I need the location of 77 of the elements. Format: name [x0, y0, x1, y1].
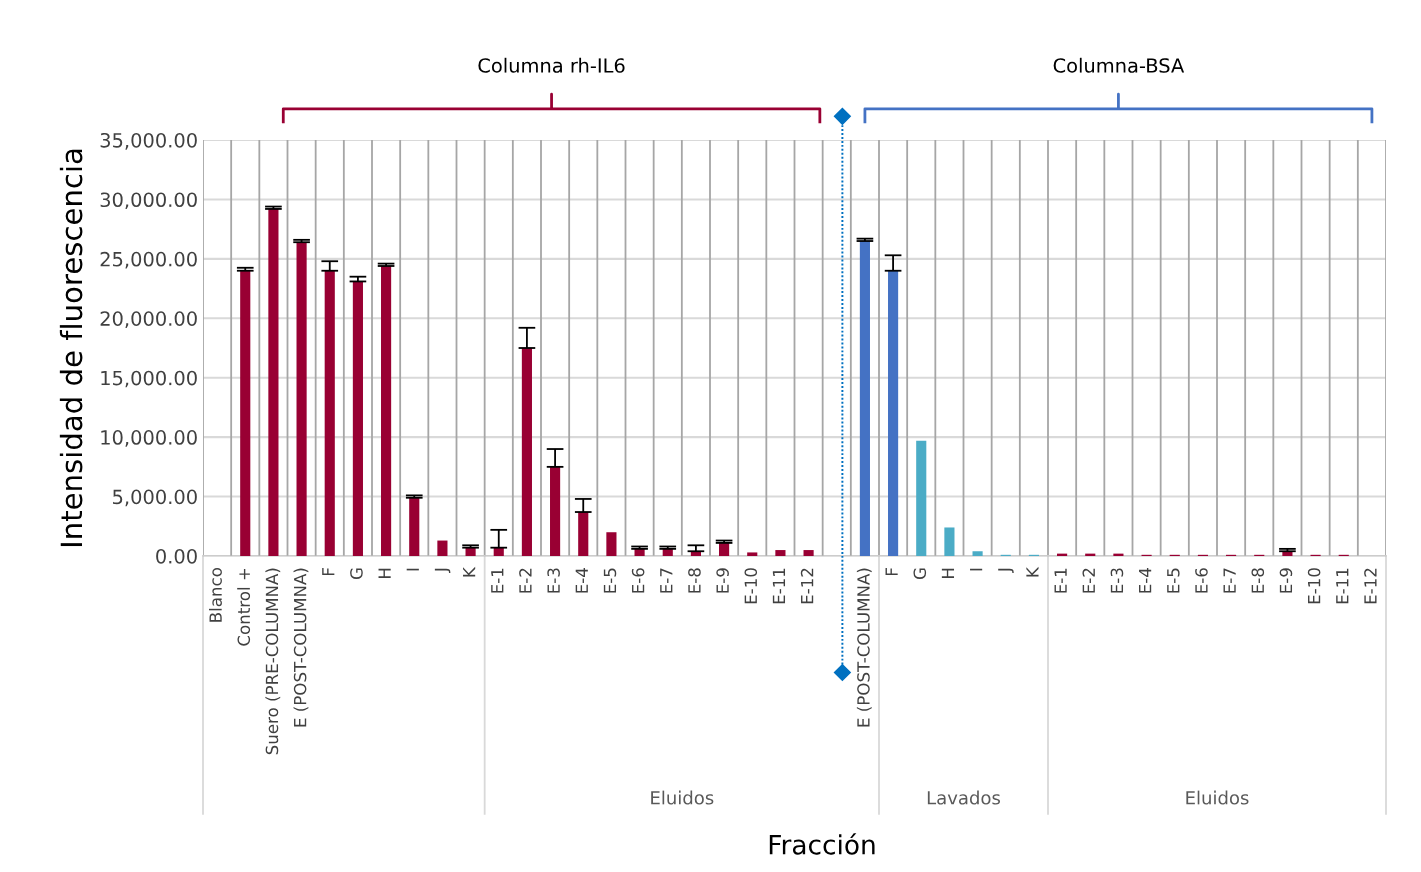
bar: [521, 348, 532, 556]
x-tick-label: E-8: [1251, 568, 1265, 593]
x-tick-label: E-7: [1223, 568, 1236, 593]
bar: [437, 540, 448, 556]
x-tick-label: E-12: [1364, 568, 1377, 604]
text: Columna-BSA: [1053, 57, 1185, 73]
x-tick-label: E-3: [1110, 568, 1124, 593]
bar: [409, 497, 420, 556]
x-tick-label: F: [885, 568, 898, 576]
x-tick-label: E-9: [1279, 568, 1293, 593]
x-tick-label: E-6: [631, 568, 645, 593]
text: Columna rh-IL6: [478, 57, 625, 73]
y-tick-label: 5,000.00: [113, 489, 197, 507]
bar: [888, 270, 899, 556]
x-tick-label: K: [1026, 566, 1039, 577]
bar: [859, 241, 870, 556]
bar: [268, 208, 279, 556]
x-tick-label: E-11: [772, 568, 786, 604]
x-tick-label: J: [998, 568, 1014, 573]
bar: [240, 270, 251, 556]
y-tick-label: 30,000.00: [100, 192, 197, 210]
bar: [381, 265, 392, 556]
x-tick-label: E-10: [744, 568, 758, 604]
x-tick-label: F: [322, 568, 335, 576]
x-tick-label: E-10: [1307, 568, 1321, 604]
x-tick-label: E-5: [1167, 568, 1180, 593]
bar: [352, 281, 363, 556]
bar: [944, 527, 955, 556]
text: Lavados: [927, 790, 1001, 805]
text: Eluidos: [1186, 790, 1249, 805]
x-tick-label: E-3: [547, 568, 560, 593]
x-tick-label: E-2: [519, 568, 532, 593]
x-tick-label: E (POST-COLUMNA): [856, 568, 872, 727]
x-tick-label: E-2: [1082, 568, 1095, 593]
x-tick-label: E-11: [1336, 568, 1349, 604]
x-tick-label: E-7: [660, 568, 673, 593]
x-tick-label: G: [350, 568, 363, 580]
x-tick-label: E-1: [491, 568, 504, 593]
bar: [578, 512, 589, 556]
y-tick-label: 20,000.00: [100, 311, 197, 328]
x-axis-title: Fracción: [769, 833, 875, 855]
y-tick-label: 35,000.00: [100, 132, 197, 150]
x-tick-label: E-5: [603, 568, 617, 593]
x-tick-label: H: [378, 568, 391, 579]
bar: [606, 532, 617, 556]
bar: [775, 550, 786, 556]
bar: [803, 550, 814, 556]
bar: [296, 242, 307, 556]
x-tick-label: E-4: [1139, 568, 1152, 593]
x-tick-label: Suero (PRE-COLUMNA): [265, 568, 281, 755]
text: Eluidos: [651, 790, 714, 805]
bar: [550, 466, 561, 556]
x-tick-label: E-1: [1054, 568, 1067, 593]
x-tick-label: E-12: [800, 568, 814, 604]
y-tick-label: 10,000.00: [101, 430, 197, 447]
x-tick-label: G: [913, 568, 927, 580]
bar: [747, 552, 758, 556]
x-tick-label: H: [941, 568, 955, 579]
bar: [324, 270, 335, 556]
x-tick-label: E-9: [716, 568, 729, 593]
x-tick-label: J: [434, 568, 451, 573]
y-tick-label: 25,000.00: [100, 251, 197, 269]
y-tick-label: 0.00: [156, 548, 197, 564]
bar: [972, 551, 983, 556]
x-tick-label: K: [463, 566, 476, 577]
y-axis-title: Intensidad de fluorescencia: [59, 149, 83, 547]
x-tick-label: I: [406, 568, 419, 571]
x-tick-label: E-8: [688, 568, 701, 593]
x-tick-label: E (POST-COLUMNA): [293, 568, 309, 727]
bar: [916, 440, 927, 556]
x-tick-label: I: [970, 568, 983, 571]
x-tick-label: E-6: [1195, 568, 1208, 593]
bar: [719, 542, 730, 556]
x-tick-label: Control +: [237, 568, 251, 646]
x-tick-label: Blanco: [209, 568, 222, 622]
y-tick-label: 15,000.00: [101, 370, 197, 388]
x-tick-label: E-4: [575, 568, 588, 593]
